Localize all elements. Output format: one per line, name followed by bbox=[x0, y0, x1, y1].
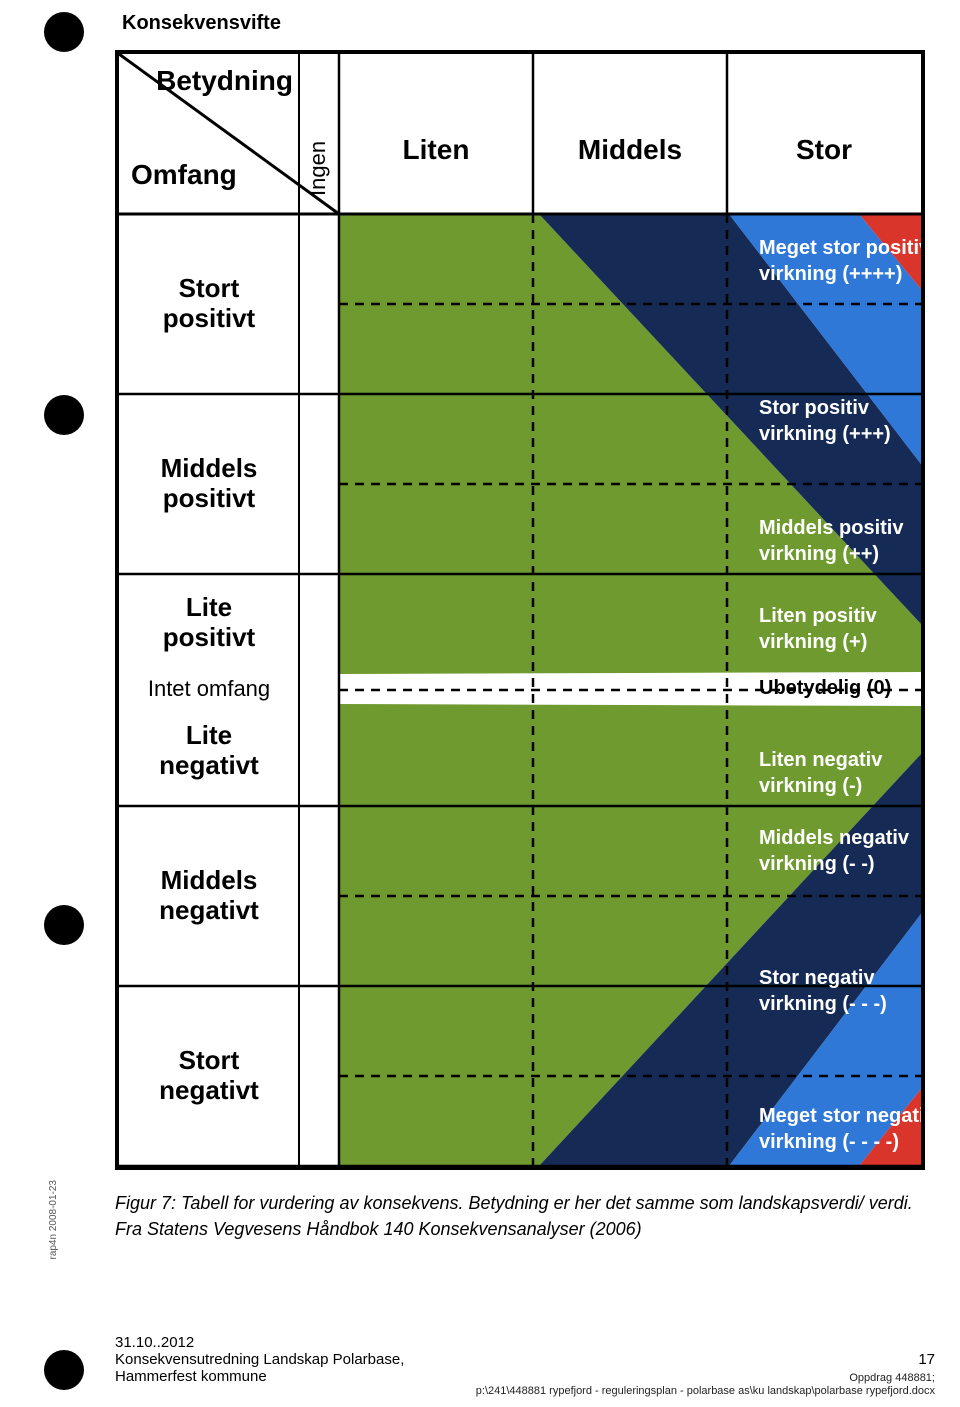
svg-text:virkning (- - - -): virkning (- - - -) bbox=[759, 1131, 899, 1153]
svg-text:Liten negativ: Liten negativ bbox=[759, 749, 883, 771]
svg-text:Stort: Stort bbox=[179, 1045, 240, 1075]
svg-text:virkning (+++): virkning (+++) bbox=[759, 423, 891, 445]
svg-text:Middels: Middels bbox=[161, 453, 258, 483]
footer-doc-title: Konsekvensutredning Landskap Polarbase, bbox=[115, 1351, 404, 1368]
footer-org: Hammerfest kommune bbox=[115, 1368, 267, 1385]
svg-text:Middels negativ: Middels negativ bbox=[759, 827, 910, 849]
svg-text:Betydning: Betydning bbox=[156, 65, 293, 96]
svg-text:Meget stor positiv: Meget stor positiv bbox=[759, 237, 921, 259]
svg-text:negativt: negativt bbox=[159, 1075, 259, 1105]
caption-line: Figur 7: Tabell for vurdering av konsekv… bbox=[115, 1193, 913, 1213]
footer-date: 31.10..2012 bbox=[115, 1334, 935, 1351]
svg-text:virkning (++): virkning (++) bbox=[759, 543, 879, 565]
svg-text:Middels: Middels bbox=[578, 134, 682, 165]
punch-hole bbox=[44, 905, 84, 945]
side-reference: rap4n 2008-01-23 bbox=[48, 1180, 59, 1260]
svg-text:Lite: Lite bbox=[186, 720, 232, 750]
punch-hole bbox=[44, 1350, 84, 1390]
svg-text:virkning (-): virkning (-) bbox=[759, 775, 862, 797]
svg-text:Liten: Liten bbox=[403, 134, 470, 165]
svg-text:Stort: Stort bbox=[179, 273, 240, 303]
svg-text:virkning (- -): virkning (- -) bbox=[759, 853, 875, 875]
footer-oppdrag: Oppdrag 448881; bbox=[849, 1372, 935, 1384]
svg-text:Ingen: Ingen bbox=[305, 141, 330, 196]
punch-hole bbox=[44, 395, 84, 435]
svg-text:Stor negativ: Stor negativ bbox=[759, 967, 875, 989]
page-footer: 31.10..2012 Konsekvensutredning Landskap… bbox=[115, 1334, 935, 1397]
svg-text:virkning (+): virkning (+) bbox=[759, 631, 867, 653]
footer-page-number: 17 bbox=[918, 1351, 935, 1368]
svg-text:virkning (++++): virkning (++++) bbox=[759, 263, 902, 285]
caption-line: Fra Statens Vegvesens Håndbok 140 Konsek… bbox=[115, 1219, 642, 1239]
punch-hole bbox=[44, 12, 84, 52]
consequence-fan-chart: Betydning Omfang Ingen Liten Middels Stor Stor… bbox=[115, 50, 925, 1170]
svg-text:Liten positiv: Liten positiv bbox=[759, 605, 878, 627]
svg-text:negativt: negativt bbox=[159, 750, 259, 780]
svg-text:positivt: positivt bbox=[163, 622, 256, 652]
svg-text:Meget stor negativ: Meget stor negativ bbox=[759, 1105, 921, 1127]
svg-text:Omfang: Omfang bbox=[131, 159, 237, 190]
svg-text:Lite: Lite bbox=[186, 592, 232, 622]
svg-text:Middels positiv: Middels positiv bbox=[759, 517, 904, 539]
svg-text:Middels: Middels bbox=[161, 865, 258, 895]
svg-text:negativt: negativt bbox=[159, 895, 259, 925]
svg-text:Intet omfang: Intet omfang bbox=[148, 676, 270, 701]
svg-text:Ubetydelig (0): Ubetydelig (0) bbox=[759, 677, 891, 699]
svg-text:positivt: positivt bbox=[163, 483, 256, 513]
svg-text:virkning (- - -): virkning (- - -) bbox=[759, 993, 887, 1015]
svg-text:positivt: positivt bbox=[163, 303, 256, 333]
figure-caption: Figur 7: Tabell for vurdering av konsekv… bbox=[115, 1190, 925, 1242]
footer-path: p:\241\448881 rypefjord - reguleringspla… bbox=[476, 1385, 935, 1397]
svg-text:Stor: Stor bbox=[796, 134, 852, 165]
svg-text:Stor positiv: Stor positiv bbox=[759, 397, 870, 419]
page-title: Konsekvensvifte bbox=[122, 12, 281, 35]
